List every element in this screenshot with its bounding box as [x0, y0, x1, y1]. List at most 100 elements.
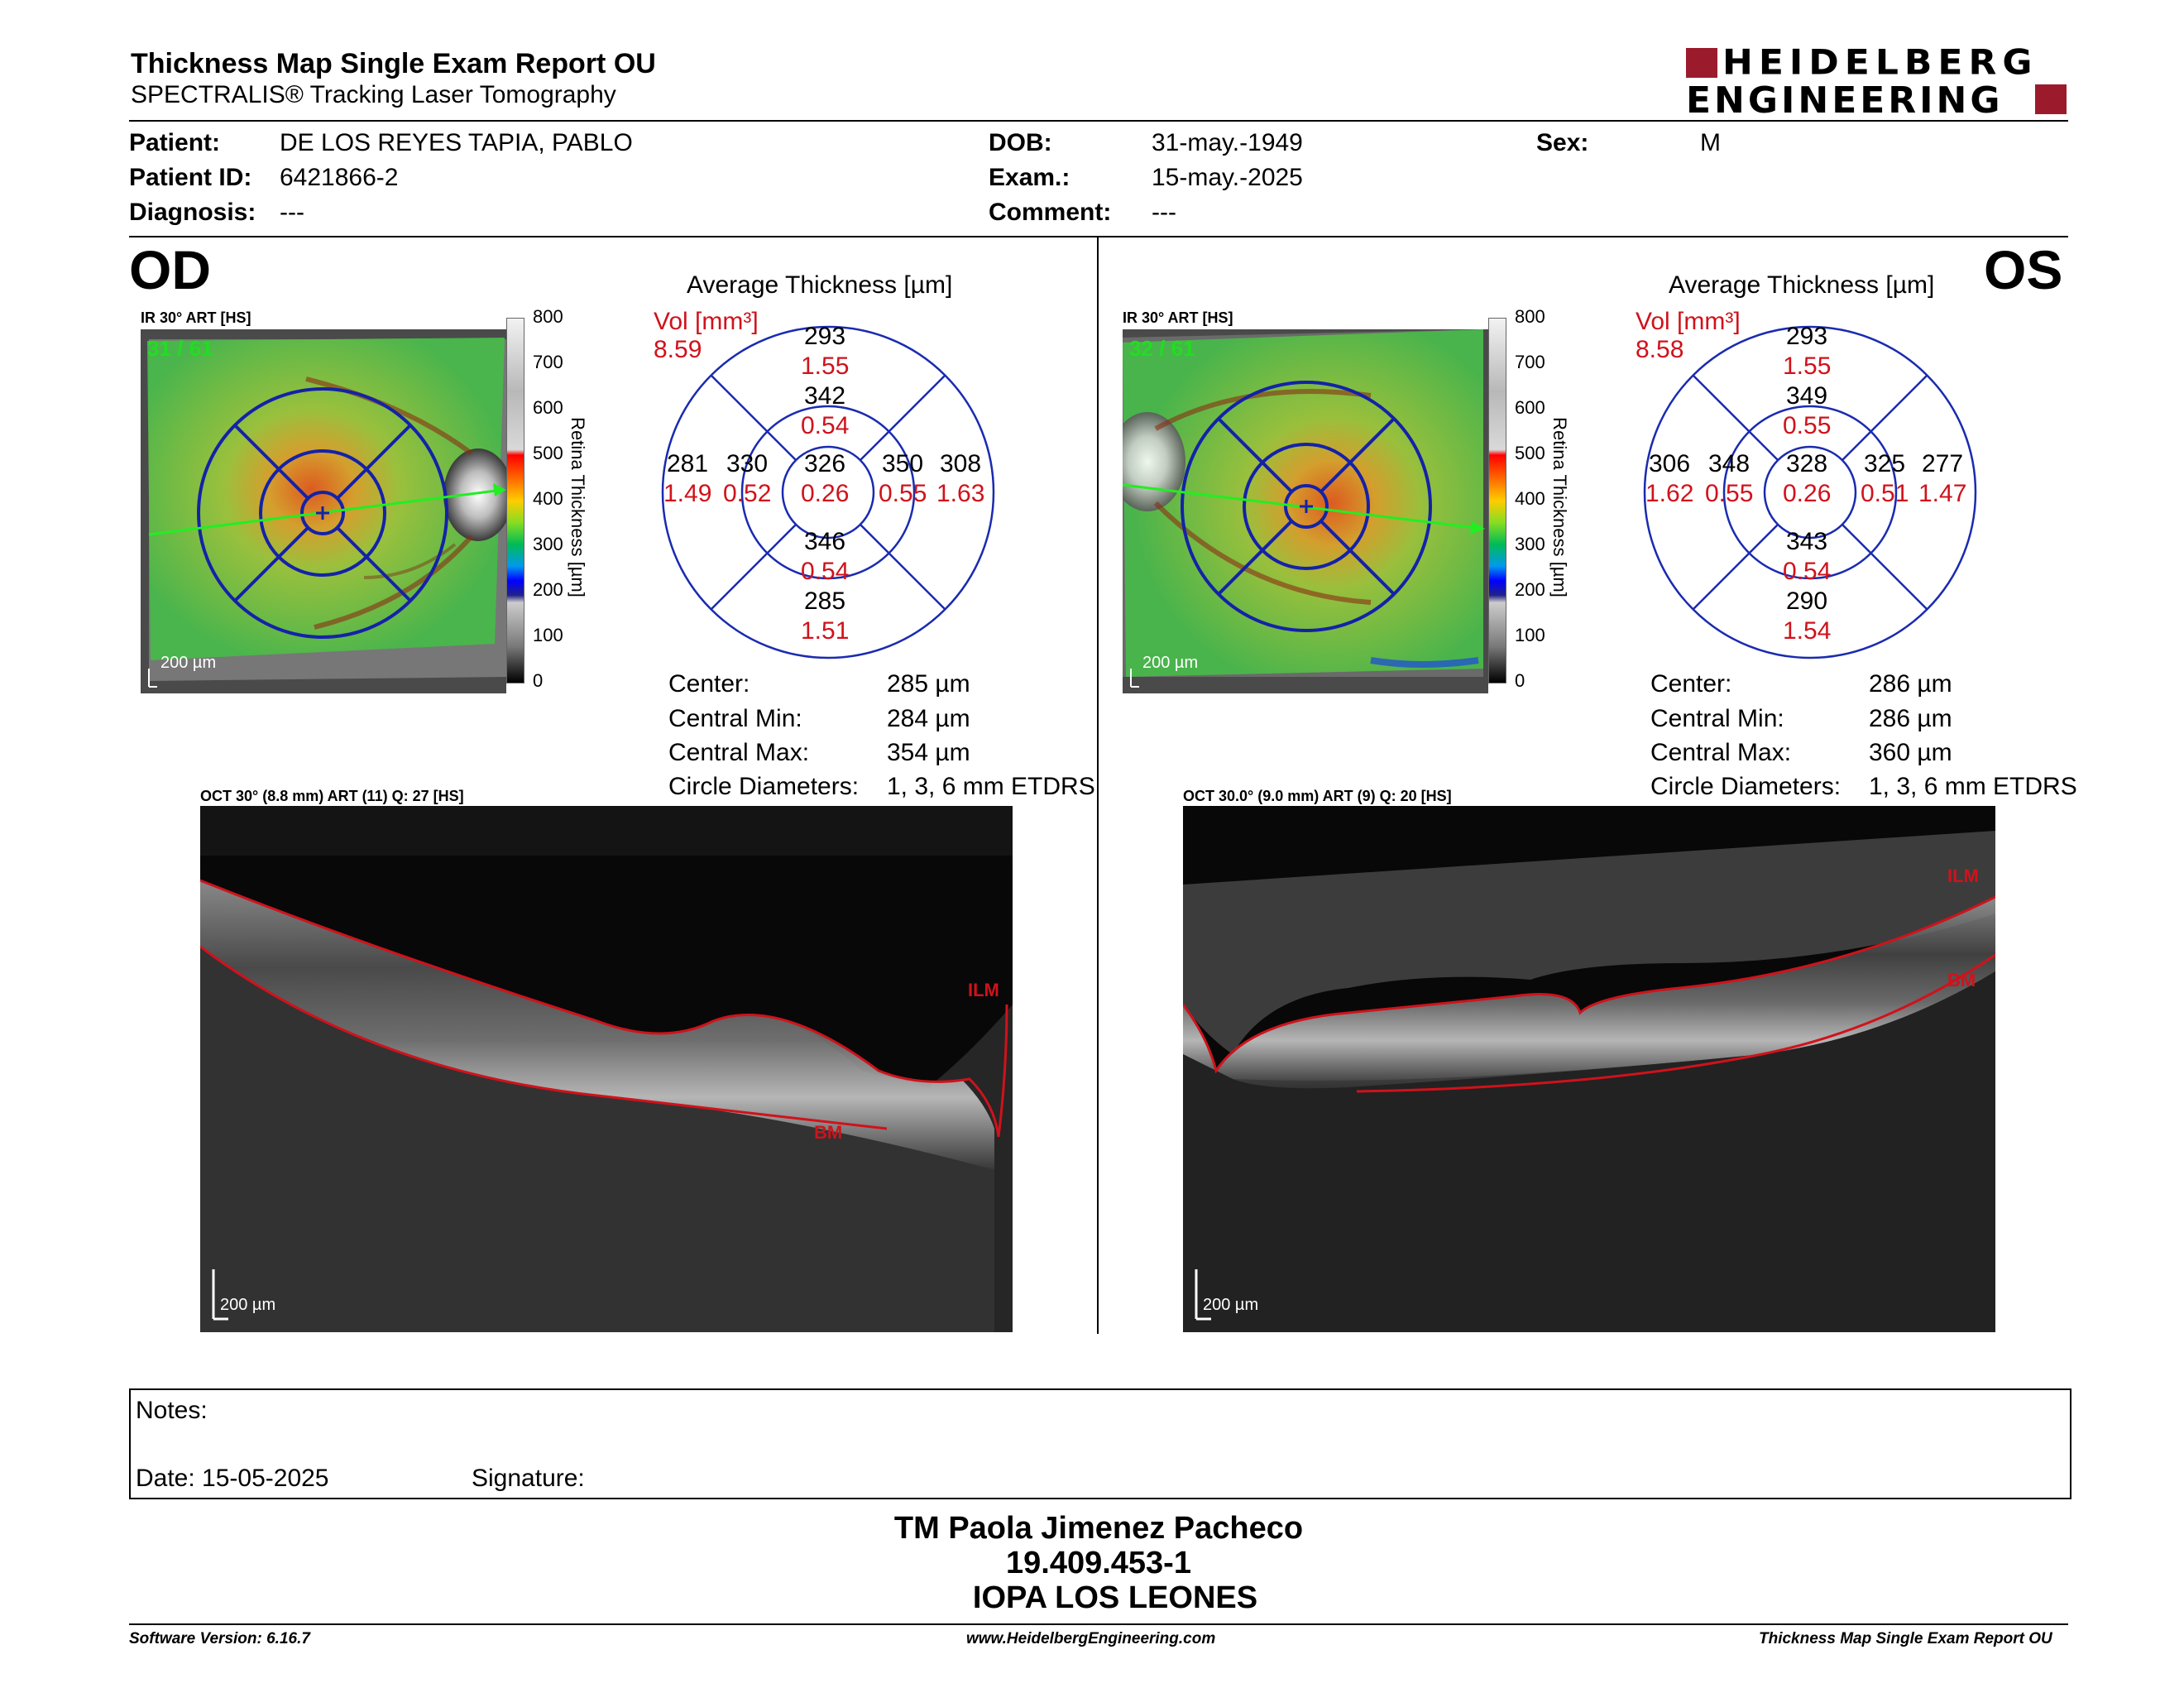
os-oct-label: OCT 30.0° (9.0 mm) ART (9) Q: 20 [HS]	[1183, 788, 1452, 804]
os-inner-left-v: 0.55	[1705, 480, 1754, 507]
od-outer-right-t: 308	[940, 450, 982, 477]
os-outer-inf-t: 290	[1786, 587, 1828, 615]
exam-value: 15-may.-2025	[1152, 164, 1303, 191]
signer-name: TM Paola Jimenez Pacheco	[893, 1511, 1304, 1546]
logo-red-block-bottom	[2035, 84, 2067, 114]
od-outer-inf-v: 1.51	[801, 617, 850, 645]
signer-institution: IOPA LOS LEONES	[972, 1580, 1258, 1615]
od-inner-right-t: 350	[882, 450, 924, 477]
patient-id-value: 6421866-2	[280, 164, 399, 191]
od-colorbar-title: Retina Thickness [µm]	[568, 417, 588, 597]
report-subtitle: SPECTRALIS® Tracking Laser Tomography	[131, 81, 616, 108]
os-center-v: 0.26	[1783, 480, 1832, 507]
logo-line2: ENGINEERING	[1686, 79, 2004, 122]
logo-line1: HEIDELBERG	[1722, 42, 2038, 83]
os-outer-right-v: 1.47	[1918, 480, 1967, 507]
os-colorbar	[1488, 318, 1506, 683]
os-frame-counter: 32 / 61	[1129, 336, 1195, 361]
notes-box: Notes: Date: 15-05-2025 Signature:	[129, 1388, 2071, 1499]
od-ir-label: IR 30° ART [HS]	[141, 309, 251, 326]
os-inner-left-t: 348	[1708, 450, 1751, 477]
os-tick-400: 400	[1515, 488, 1545, 509]
comment-label: Comment:	[989, 199, 1112, 226]
od-tick-700: 700	[533, 352, 563, 372]
sex-label: Sex:	[1536, 129, 1589, 156]
od-oct-scale: 200 µm	[220, 1296, 276, 1314]
os-etdrs-values: 293 1.55 349 0.55 328 0.26 348 0.55 325 …	[1640, 323, 1980, 662]
od-fundus-image: 31 / 61 200 µm	[141, 329, 506, 693]
os-eye-label: OS	[1984, 239, 2063, 300]
od-fundus-scale: 200 µm	[160, 654, 217, 672]
od-tick-500: 500	[533, 443, 563, 463]
od-outer-sup-t: 293	[804, 323, 846, 350]
od-inner-inf-v: 0.54	[801, 558, 850, 585]
os-oct-scale: 200 µm	[1203, 1296, 1259, 1314]
os-min-value: 286 µm	[1869, 705, 1952, 732]
os-tick-0: 0	[1515, 670, 1525, 691]
od-outer-sup-v: 1.55	[801, 352, 850, 380]
os-avg-title: Average Thickness [µm]	[1669, 271, 1935, 299]
os-tick-300: 300	[1515, 534, 1545, 554]
od-tick-0: 0	[533, 670, 544, 691]
dob-label: DOB:	[989, 129, 1052, 156]
od-eye-label: OD	[129, 239, 211, 300]
os-outer-sup-t: 293	[1786, 323, 1828, 350]
od-inner-sup-t: 342	[804, 382, 846, 410]
diagnosis-value: ---	[280, 199, 304, 226]
od-outer-inf-t: 285	[804, 587, 846, 615]
od-tick-300: 300	[533, 534, 563, 554]
od-tick-600: 600	[533, 397, 563, 418]
od-tick-400: 400	[533, 488, 563, 509]
od-diam-value: 1, 3, 6 mm ETDRS	[887, 773, 1095, 800]
od-vol-total: 8.59	[654, 336, 702, 363]
od-oct-label: OCT 30° (8.8 mm) ART (11) Q: 27 [HS]	[200, 788, 464, 804]
od-diam-label: Circle Diameters:	[668, 773, 860, 800]
software-version: Software Version: 6.16.7	[129, 1630, 310, 1647]
footer-report-name: Thickness Map Single Exam Report OU	[1759, 1630, 2052, 1647]
os-min-label: Central Min:	[1650, 705, 1784, 732]
od-min-value: 284 µm	[887, 705, 970, 732]
patient-id-label: Patient ID:	[129, 164, 252, 191]
od-center-v: 0.26	[801, 480, 850, 507]
od-outer-left-t: 281	[667, 450, 709, 477]
od-max-label: Central Max:	[668, 739, 810, 766]
os-tick-800: 800	[1515, 306, 1545, 327]
logo-red-block-top	[1686, 48, 1717, 78]
od-outer-right-v: 1.63	[936, 480, 985, 507]
signer-rut: 19.409.453-1	[1006, 1546, 1191, 1580]
os-colorbar-ticks: 800 700 600 500 400 300 200 100 0	[1511, 306, 1545, 695]
os-colorbar-title: Retina Thickness [µm]	[1549, 417, 1570, 597]
patient-rule	[129, 236, 2068, 237]
od-outer-left-v: 1.49	[663, 480, 712, 507]
os-inner-sup-t: 349	[1786, 382, 1828, 410]
os-outer-left-v: 1.62	[1645, 480, 1694, 507]
os-diam-value: 1, 3, 6 mm ETDRS	[1869, 773, 2077, 800]
os-tick-500: 500	[1515, 443, 1545, 463]
os-fundus-image: 32 / 61 200 µm	[1123, 329, 1488, 693]
report-title: Thickness Map Single Exam Report OU	[131, 48, 656, 79]
os-vol-total: 8.58	[1636, 336, 1684, 363]
od-center-t: 326	[804, 450, 846, 477]
signature-label: Signature:	[472, 1465, 585, 1492]
os-max-label: Central Max:	[1650, 739, 1792, 766]
od-tick-800: 800	[533, 306, 563, 327]
os-outer-left-t: 306	[1649, 450, 1691, 477]
diagnosis-label: Diagnosis:	[129, 199, 256, 226]
sex-value: M	[1700, 129, 1721, 156]
website: www.HeidelbergEngineering.com	[966, 1630, 1216, 1647]
od-oct-image: ILM BM 200 µm	[200, 806, 1013, 1332]
os-diam-label: Circle Diameters:	[1650, 773, 1842, 800]
od-avg-title: Average Thickness [µm]	[687, 271, 953, 299]
os-inner-inf-v: 0.54	[1783, 558, 1832, 585]
od-colorbar-ticks: 800 700 600 500 400 300 200 100 0	[529, 306, 563, 695]
exam-label: Exam.:	[989, 164, 1070, 191]
os-fundus-scale: 200 µm	[1142, 654, 1199, 672]
dob-value: 31-may.-1949	[1152, 129, 1303, 156]
os-outer-inf-v: 1.54	[1783, 617, 1832, 645]
od-max-value: 354 µm	[887, 739, 970, 766]
os-ilm-label: ILM	[1947, 866, 1979, 886]
os-outer-right-t: 277	[1922, 450, 1964, 477]
center-divider	[1097, 237, 1099, 1334]
patient-value: DE LOS REYES TAPIA, PABLO	[280, 129, 633, 156]
od-bm-label: BM	[814, 1122, 843, 1143]
